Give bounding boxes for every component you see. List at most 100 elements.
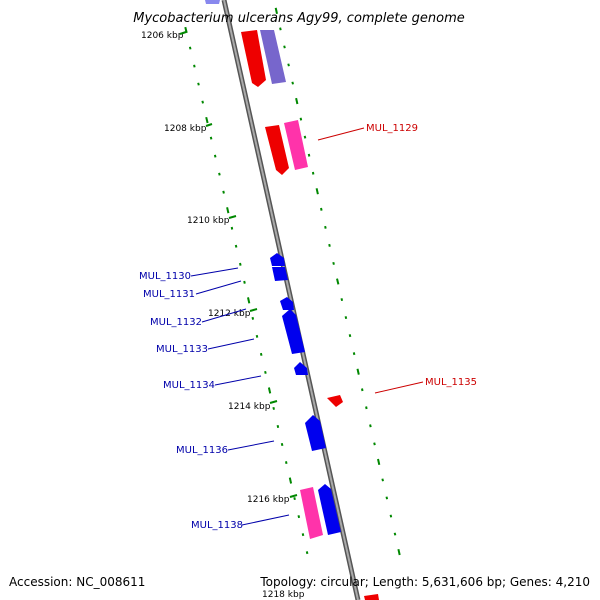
- genome-summary-text: Topology: circular; Length: 5,631,606 bp…: [259, 575, 590, 589]
- feature-cds-pink-1[interactable]: [284, 120, 308, 170]
- ruler-tick: [295, 97, 299, 105]
- ruler-tick: [340, 298, 344, 302]
- ruler-tick: [336, 278, 340, 285]
- ruler-tick: [369, 424, 372, 428]
- ruler-tick: [356, 368, 360, 375]
- gene-labels: MUL_1129 MUL_1130 MUL_1131 MUL_1132 MUL_…: [139, 123, 477, 531]
- ruler-ticks-outer: [274, 7, 401, 556]
- gene-label-mul-1132[interactable]: MUL_1132: [150, 317, 202, 328]
- feature-cds-red-1135[interactable]: [327, 395, 343, 407]
- ruler-tick: [226, 207, 230, 214]
- feature-cds-purple-1[interactable]: [260, 30, 286, 84]
- feature-cds-blue-1136[interactable]: [305, 415, 326, 451]
- ruler-tick: [328, 243, 331, 247]
- ruler-tick: [332, 261, 335, 265]
- ruler-label-1216: 1216 kbp: [247, 495, 290, 505]
- genome-backbone: [221, 0, 361, 600]
- feature-cds-blue-1132[interactable]: [280, 297, 294, 310]
- ruler-tick: [385, 496, 389, 500]
- ruler-tick: [201, 100, 204, 104]
- ruler-tick: [297, 515, 301, 519]
- ruler-tick: [393, 532, 397, 536]
- ruler-tick: [365, 406, 368, 410]
- ruler-tick: [234, 244, 238, 248]
- ruler-tick: [381, 478, 384, 482]
- ruler-label-1214: 1214 kbp: [228, 402, 271, 412]
- ruler-tick: [259, 352, 263, 356]
- feature-cds-blue-1138[interactable]: [318, 484, 341, 535]
- ruler-tick: [373, 442, 376, 446]
- gene-label-mul-1136[interactable]: MUL_1136: [176, 445, 228, 456]
- gene-label-mul-1134[interactable]: MUL_1134: [163, 380, 215, 391]
- ruler-tick: [279, 27, 282, 31]
- ruler-tick: [239, 262, 242, 266]
- ruler-tick: [247, 297, 251, 304]
- ruler-tick: [344, 316, 348, 320]
- ruler-tick: [301, 533, 305, 537]
- map-title: Mycobacterium ulcerans Agy99, complete g…: [133, 11, 465, 26]
- gene-label-mul-1129[interactable]: MUL_1129: [366, 123, 418, 134]
- ruler-tick: [299, 117, 303, 121]
- accession-text: Accession: NC_008611: [9, 575, 145, 589]
- feature-cds-top[interactable]: [205, 0, 220, 4]
- ruler-tick: [188, 46, 192, 50]
- ruler-tick: [197, 82, 200, 86]
- ruler-tick: [389, 514, 393, 518]
- ruler-tick: [255, 334, 259, 338]
- feature-cds-red-bottom[interactable]: [364, 594, 379, 600]
- ruler-label-1210: 1210 kbp: [187, 216, 230, 226]
- ruler-tick: [205, 116, 209, 124]
- feature-cds-blue-1130[interactable]: [270, 253, 285, 266]
- ruler-label-1218: 1218 kbp: [262, 590, 305, 600]
- feature-cds-blue-1134[interactable]: [294, 362, 308, 375]
- gene-label-mul-1135[interactable]: MUL_1135: [425, 377, 477, 388]
- ruler-tick: [280, 442, 284, 447]
- ruler-tick: [213, 154, 217, 158]
- ruler-tick: [243, 280, 246, 284]
- ruler-tick: [209, 136, 213, 140]
- ruler-tick: [193, 64, 196, 68]
- ruler-tick: [283, 45, 286, 49]
- ruler-tick: [307, 153, 311, 157]
- ruler-tick: [267, 387, 272, 394]
- ruler-tick: [291, 81, 294, 85]
- ruler-tick: [324, 225, 327, 229]
- ruler-tick: [320, 207, 323, 211]
- ruler-tick: [272, 406, 275, 410]
- ruler-tick: [285, 461, 288, 464]
- ruler-tick: [184, 26, 188, 34]
- ruler-tick: [230, 226, 234, 230]
- feature-cds-red-2[interactable]: [265, 125, 289, 175]
- ruler-tick: [264, 370, 267, 374]
- ruler-label-1208: 1208 kbp: [164, 124, 207, 134]
- ruler-tick: [361, 388, 364, 392]
- gene-label-mul-1131[interactable]: MUL_1131: [143, 289, 195, 300]
- feature-cds-blue-1133[interactable]: [282, 309, 305, 354]
- ruler-tick: [251, 316, 255, 320]
- ruler-tick: [222, 190, 225, 194]
- ruler-tick: [293, 497, 296, 501]
- ruler-tick: [218, 172, 221, 176]
- gene-label-mul-1130[interactable]: MUL_1130: [139, 271, 191, 282]
- ruler-tick: [276, 424, 280, 429]
- gene-label-mul-1133[interactable]: MUL_1133: [156, 344, 208, 355]
- ruler-tick: [305, 551, 309, 555]
- feature-cds-pink-2[interactable]: [300, 487, 323, 539]
- ruler-tick: [315, 188, 319, 195]
- ruler-label-1206: 1206 kbp: [141, 31, 184, 41]
- feature-cds-red-1[interactable]: [241, 30, 266, 87]
- cds-features: [205, 0, 379, 600]
- ruler-tick: [311, 171, 315, 175]
- ruler-tick: [397, 548, 401, 556]
- gene-label-mul-1138[interactable]: MUL_1138: [191, 520, 243, 531]
- ruler-tick: [303, 135, 307, 139]
- ruler-tick: [288, 477, 293, 484]
- ruler-tick: [352, 352, 356, 356]
- ruler-tick: [274, 7, 278, 15]
- feature-cds-blue-1131[interactable]: [272, 267, 288, 281]
- ruler-tick: [377, 458, 381, 466]
- ruler-tick: [348, 334, 352, 338]
- ruler-ticks-inner: [184, 26, 309, 555]
- ruler-tick: [287, 63, 290, 67]
